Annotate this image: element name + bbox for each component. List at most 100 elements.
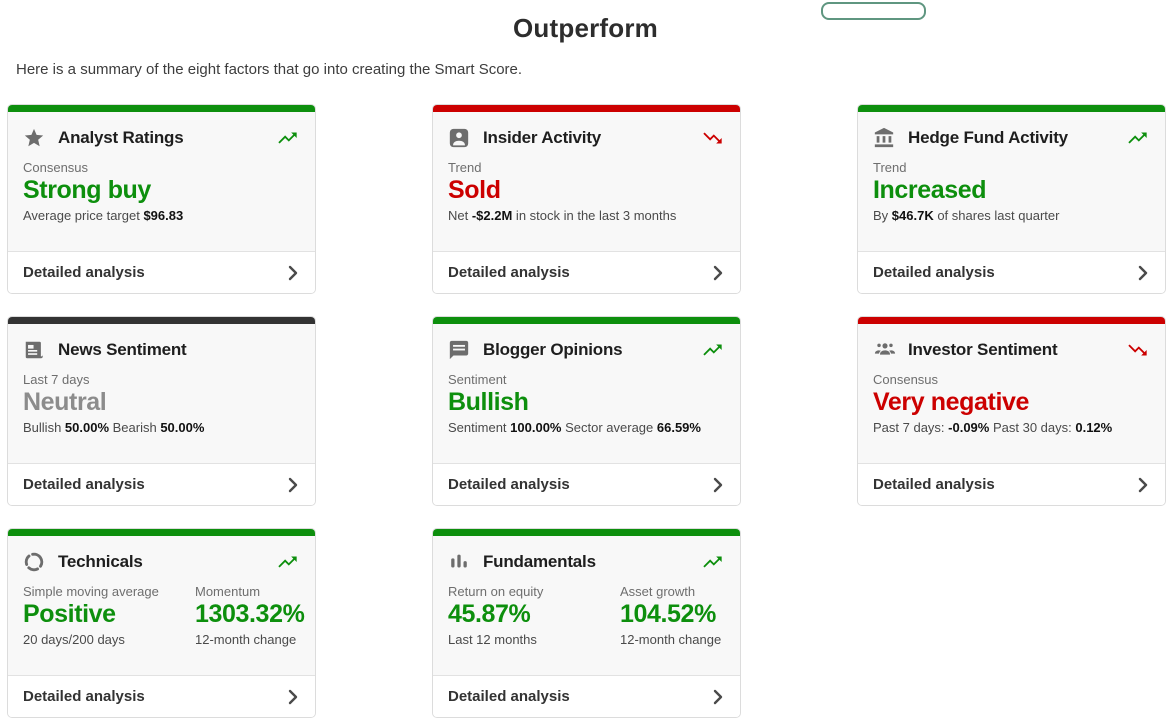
trend-down-icon (699, 127, 725, 149)
stat-value: Positive (23, 600, 116, 628)
detailed-analysis-link[interactable]: Detailed analysis (433, 675, 740, 717)
stat-label: Trend (448, 160, 482, 175)
card-title: Analyst Ratings (58, 128, 184, 147)
card-stats: Trend Increased By $46.7K of shares last q… (873, 153, 1150, 223)
stat-label: Consensus (23, 160, 89, 175)
card-stats: Sentiment Bullish Sentiment 100.00% Sector… (448, 365, 725, 435)
stat-subtext: Sentiment 100.00% Sector average 66.59% (448, 420, 701, 435)
card-hedge-fund-activity: Hedge Fund Activity Trend Increased By $46… (857, 104, 1166, 294)
people-group-icon (873, 338, 897, 362)
stat-label: Sentiment (448, 372, 507, 387)
trend-up-icon (703, 556, 722, 568)
detailed-analysis-label: Detailed analysis (873, 476, 995, 493)
stat-subtext: Bullish 50.00% Bearish 50.00% (23, 420, 205, 435)
trend-down-icon (703, 132, 722, 144)
card-title: Fundamentals (483, 552, 596, 571)
stat-subtext: By $46.7K of shares last quarter (873, 208, 1060, 223)
detailed-analysis-link[interactable]: Detailed analysis (8, 675, 315, 717)
card-stats: Consensus Strong buy Average price target … (23, 153, 300, 223)
detailed-analysis-label: Detailed analysis (23, 688, 145, 705)
newspaper-icon (23, 338, 47, 362)
trend-up-icon (274, 127, 300, 149)
detailed-analysis-link[interactable]: Detailed analysis (858, 251, 1165, 293)
card-status-bar (858, 105, 1165, 112)
card-stats: Return on equity 45.87% Last 12 months Asse… (448, 577, 725, 647)
trend-up-icon (278, 132, 297, 144)
trend-up-icon (703, 344, 722, 356)
stat-subtext: 12-month change (195, 632, 297, 647)
card-title: Hedge Fund Activity (908, 128, 1068, 147)
card-blogger-opinions: Blogger Opinions Sentiment Bullish Sentime… (432, 316, 741, 506)
trend-down-icon (1128, 344, 1147, 356)
stat-value: 1303.32% (195, 600, 305, 628)
trend-none (274, 339, 300, 361)
card-body: Technicals Simple moving average Positive… (8, 536, 315, 675)
detailed-analysis-link[interactable]: Detailed analysis (858, 463, 1165, 505)
stat: Sentiment Bullish Sentiment 100.00% Sector… (448, 365, 701, 435)
card-title: News Sentiment (58, 340, 187, 359)
trend-up-icon (1128, 132, 1147, 144)
stat-label: Return on equity (448, 584, 544, 599)
chevron-right-icon (711, 265, 725, 281)
card-status-bar (8, 529, 315, 536)
card-stats: Simple moving average Positive 20 days/200… (23, 577, 305, 647)
detailed-analysis-link[interactable]: Detailed analysis (8, 463, 315, 505)
factor-card-grid: Analyst Ratings Consensus Strong buy Avera… (0, 104, 1171, 718)
trend-up-icon (278, 556, 297, 568)
trend-up-icon (1124, 127, 1150, 149)
card-investor-sentiment: Investor Sentiment Consensus Very negativ… (857, 316, 1166, 506)
card-status-bar (433, 529, 740, 536)
stat-subtext: 20 days/200 days (23, 632, 125, 647)
stat: Trend Increased By $46.7K of shares last q… (873, 153, 1059, 223)
stat-value: Increased (873, 176, 987, 204)
detailed-analysis-link[interactable]: Detailed analysis (8, 251, 315, 293)
speech-bubble-icon (448, 338, 472, 362)
detailed-analysis-link[interactable]: Detailed analysis (433, 251, 740, 293)
stat: Trend Sold Net -$2.2M in stock in the last… (448, 153, 676, 223)
stat: Consensus Strong buy Average price target … (23, 153, 195, 223)
card-body: Fundamentals Return on equity 45.87% Last … (433, 536, 740, 675)
stat-subtext: 12-month change (620, 632, 722, 647)
card-stats: Last 7 days Neutral Bullish 50.00% Bearish… (23, 365, 300, 435)
stat-label: Trend (873, 160, 907, 175)
card-news-sentiment: News Sentiment Last 7 days Neutral Bullish… (7, 316, 316, 506)
stat-value: Sold (448, 176, 501, 204)
card-body: Analyst Ratings Consensus Strong buy Avera… (8, 112, 315, 251)
stat-value: Very negative (873, 388, 1030, 416)
card-status-bar (8, 105, 315, 112)
detailed-analysis-label: Detailed analysis (23, 476, 145, 493)
card-title: Blogger Opinions (483, 340, 623, 359)
stat-label: Consensus (873, 372, 939, 387)
stat-label: Last 7 days (23, 372, 90, 387)
card-technicals: Technicals Simple moving average Positive… (7, 528, 316, 718)
stat-value: 45.87% (448, 600, 531, 628)
card-title: Investor Sentiment (908, 340, 1058, 359)
card-analyst-ratings: Analyst Ratings Consensus Strong buy Avera… (7, 104, 316, 294)
page-title: Outperform (513, 13, 658, 43)
stat-label: Asset growth (620, 584, 696, 599)
bar-chart-icon (448, 550, 472, 574)
stat-value: Neutral (23, 388, 107, 416)
card-body: Hedge Fund Activity Trend Increased By $46… (858, 112, 1165, 251)
stat: Last 7 days Neutral Bullish 50.00% Bearish… (23, 365, 204, 435)
chevron-right-icon (286, 689, 300, 705)
card-status-bar (858, 317, 1165, 324)
card-fundamentals: Fundamentals Return on equity 45.87% Last … (432, 528, 741, 718)
stat: Momentum 1303.32% 12-month change (195, 577, 305, 647)
detailed-analysis-label: Detailed analysis (448, 476, 570, 493)
card-stats: Consensus Very negative Past 7 days: -0.09… (873, 365, 1150, 435)
stat-subtext: Last 12 months (448, 632, 537, 647)
card-status-bar (8, 317, 315, 324)
card-title: Insider Activity (483, 128, 602, 147)
chevron-right-icon (286, 477, 300, 493)
page-subtitle: Here is a summary of the eight factors t… (16, 61, 523, 78)
stat: Simple moving average Positive 20 days/200… (23, 577, 195, 647)
detailed-analysis-link[interactable]: Detailed analysis (433, 463, 740, 505)
card-title: Technicals (58, 552, 143, 571)
trend-down-icon (1124, 339, 1150, 361)
partial-button[interactable] (821, 2, 926, 20)
chevron-right-icon (286, 265, 300, 281)
stat: Consensus Very negative Past 7 days: -0.09… (873, 365, 1112, 435)
detailed-analysis-label: Detailed analysis (448, 264, 570, 281)
